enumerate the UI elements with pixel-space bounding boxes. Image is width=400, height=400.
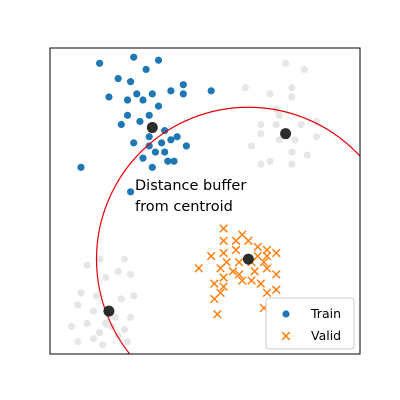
background-point — [118, 295, 125, 302]
train-point — [115, 75, 122, 82]
train-point — [139, 155, 146, 162]
background-point — [288, 84, 295, 91]
train-point — [124, 112, 131, 119]
background-point — [121, 256, 128, 263]
background-point — [257, 121, 264, 128]
background-point — [242, 84, 249, 91]
train-point — [180, 90, 187, 97]
background-point — [282, 60, 289, 67]
train-point — [208, 87, 215, 94]
legend: Train Valid — [266, 298, 354, 349]
background-point — [276, 112, 283, 119]
legend-label-valid: Valid — [311, 328, 341, 343]
background-point — [74, 301, 81, 308]
background-point — [257, 161, 264, 168]
background-point — [301, 66, 308, 73]
background-point — [84, 320, 91, 327]
centroid-marker — [103, 306, 114, 317]
background-point — [99, 341, 106, 348]
background-point — [267, 158, 274, 165]
train-point — [130, 139, 137, 146]
background-point — [127, 314, 134, 321]
centroid-marker — [147, 122, 158, 133]
annotation-line-2: from centroid — [135, 199, 233, 215]
train-point — [174, 133, 181, 140]
train-point — [77, 164, 84, 171]
train-point — [127, 188, 134, 195]
train-point — [124, 96, 131, 103]
background-point — [273, 121, 280, 128]
train-point — [143, 66, 150, 73]
train-point — [152, 148, 159, 155]
background-point — [102, 320, 109, 327]
background-point — [298, 121, 305, 128]
train-point — [130, 54, 137, 61]
train-point — [164, 158, 171, 165]
train-point — [167, 87, 174, 94]
train-point — [180, 81, 187, 88]
background-point — [84, 262, 91, 269]
background-point — [77, 289, 84, 296]
background-point — [130, 292, 137, 299]
train-point — [136, 118, 143, 125]
background-point — [257, 130, 264, 137]
train-point — [183, 142, 190, 149]
background-point — [124, 338, 131, 345]
background-point — [102, 274, 109, 281]
background-point — [90, 335, 97, 342]
legend-marker-train — [282, 310, 289, 317]
train-point — [167, 136, 174, 143]
train-point — [139, 96, 146, 103]
train-point — [161, 148, 168, 155]
background-point — [291, 136, 298, 143]
background-point — [121, 326, 128, 333]
train-point — [146, 112, 153, 119]
train-point — [133, 90, 140, 97]
train-point — [149, 90, 156, 97]
background-point — [90, 308, 97, 315]
background-point — [248, 142, 255, 149]
background-point — [304, 152, 311, 159]
train-point — [149, 164, 156, 171]
train-point — [146, 133, 153, 140]
centroid-marker — [280, 128, 291, 139]
background-point — [115, 268, 122, 275]
background-point — [93, 292, 100, 299]
train-point — [170, 158, 177, 165]
background-point — [267, 90, 274, 97]
background-point — [313, 133, 320, 140]
train-point — [158, 139, 165, 146]
annotation-line-1: Distance buffer — [135, 178, 246, 194]
background-point — [288, 148, 295, 155]
background-point — [288, 93, 295, 100]
background-point — [74, 338, 81, 345]
background-point — [288, 161, 295, 168]
background-point — [127, 271, 134, 278]
train-point — [118, 121, 125, 128]
centroid-marker — [243, 254, 254, 265]
legend-label-train: Train — [310, 306, 341, 321]
train-point — [105, 93, 112, 100]
train-point — [155, 57, 162, 64]
background-point — [96, 329, 103, 336]
background-point — [68, 323, 75, 330]
train-point — [155, 103, 162, 110]
train-point — [127, 78, 134, 85]
train-point — [96, 60, 103, 67]
